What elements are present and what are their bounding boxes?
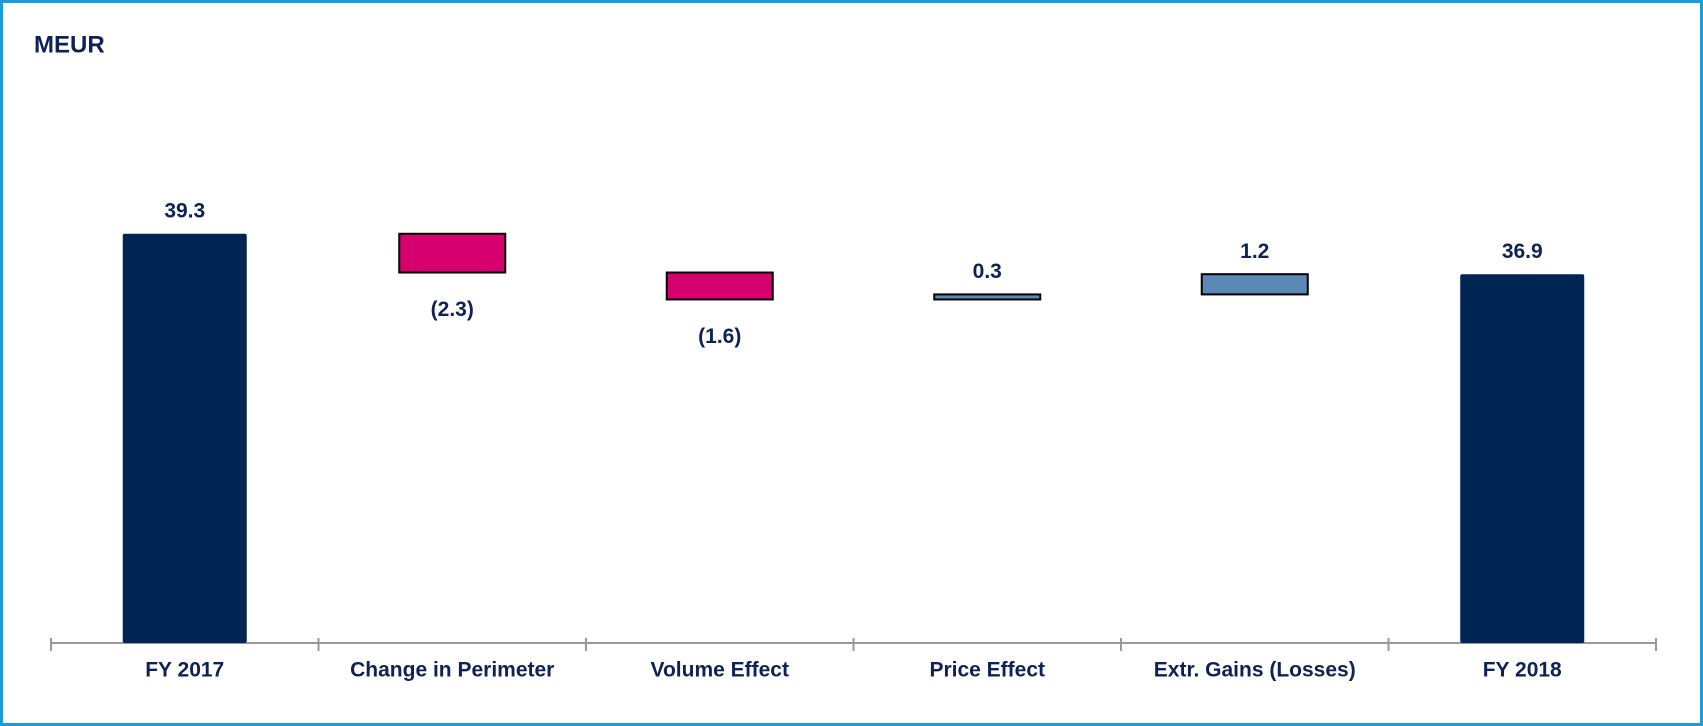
increase-bar	[1200, 273, 1309, 296]
value-label: 36.9	[1502, 240, 1543, 263]
x-tick-label: Extr. Gains (Losses)	[1154, 659, 1356, 682]
total-bar	[1460, 274, 1585, 643]
x-tick-label: Volume Effect	[651, 659, 789, 682]
decrease-bar	[665, 271, 774, 301]
value-label: (1.6)	[698, 325, 741, 348]
value-label: 0.3	[973, 260, 1002, 283]
x-tick-label: FY 2017	[145, 659, 224, 682]
chart-title: MEUR	[34, 31, 105, 58]
value-label: (2.3)	[431, 298, 474, 321]
increase-bar	[933, 293, 1042, 301]
decrease-bar	[398, 232, 507, 274]
x-tick-label: Change in Perimeter	[350, 659, 554, 682]
x-tick-label: Price Effect	[929, 659, 1045, 682]
total-bar	[122, 233, 247, 643]
value-label: 1.2	[1240, 240, 1269, 263]
x-tick-label: FY 2018	[1483, 659, 1562, 682]
value-label: 39.3	[164, 199, 205, 222]
